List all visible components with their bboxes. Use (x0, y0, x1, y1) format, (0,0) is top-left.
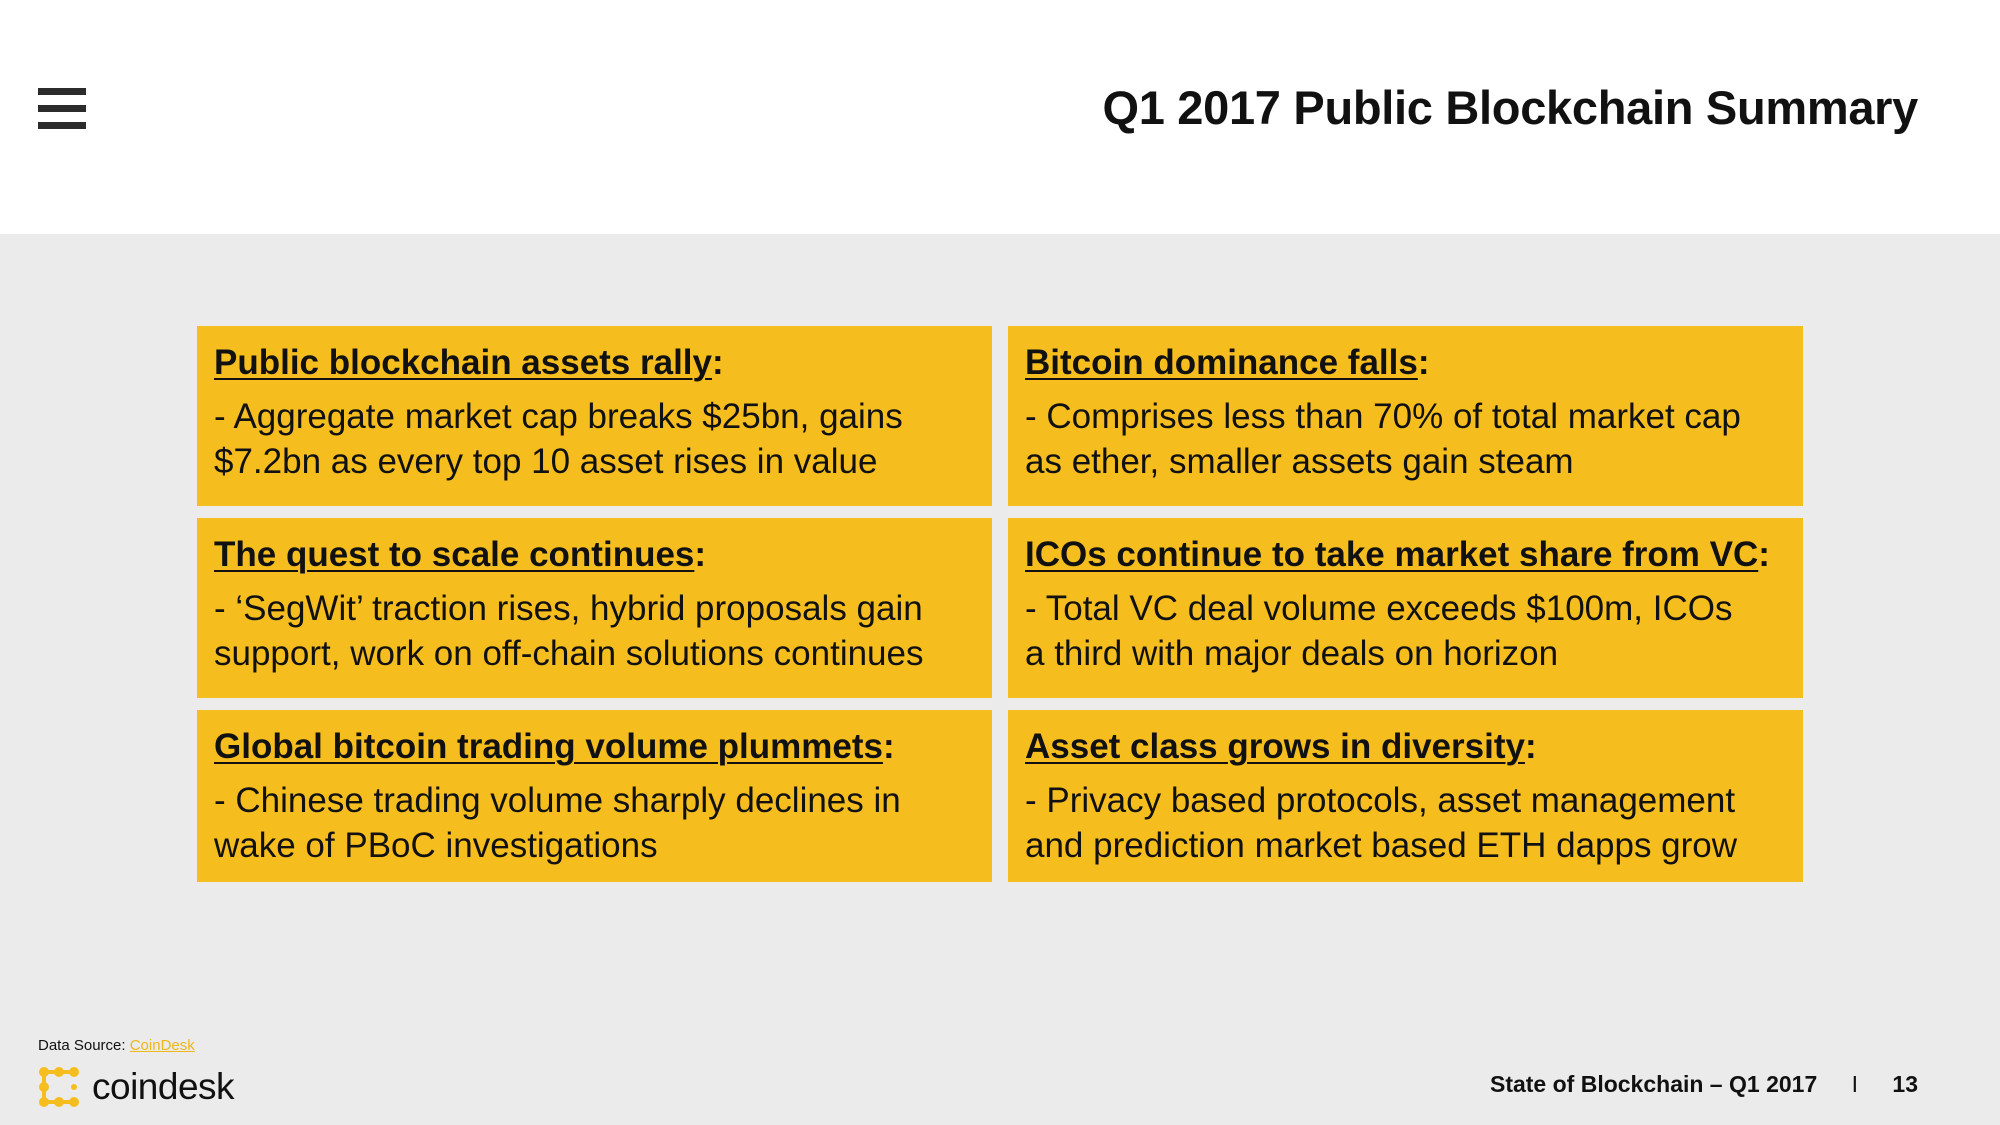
card-heading-text: The quest to scale continues (214, 535, 695, 574)
card-heading-text: Asset class grows in diversity (1025, 727, 1525, 766)
data-source-note: Data Source: CoinDesk (38, 1037, 195, 1054)
page-title: Q1 2017 Public Blockchain Summary (1102, 81, 1918, 134)
summary-card: The quest to scale continues: - ‘SegWit’… (197, 518, 992, 698)
card-heading-colon: : (1417, 343, 1430, 382)
slide-header: Q1 2017 Public Blockchain Summary (0, 0, 2000, 234)
card-body-line: as ether, smaller assets gain steam (1025, 442, 1574, 481)
page-number: 13 (1892, 1071, 1918, 1097)
summary-card: Bitcoin dominance falls: - Comprises les… (1008, 326, 1803, 506)
card-heading-colon: : (712, 343, 724, 382)
summary-card: ICOs continue to take market share from … (1008, 518, 1803, 698)
report-title: State of Blockchain – Q1 2017 (1489, 1071, 1818, 1097)
card-body: - Comprises less than 70% of total marke… (1025, 394, 1787, 484)
summary-card: Asset class grows in diversity: - Privac… (1008, 710, 1803, 882)
card-heading: ICOs continue to take market share from … (1025, 530, 1787, 580)
card-heading-colon: : (882, 727, 895, 766)
summary-grid: Public blockchain assets rally: - Aggreg… (197, 326, 1803, 882)
card-body: - ‘SegWit’ traction rises, hybrid propos… (214, 586, 976, 676)
card-heading: Asset class grows in diversity: (1025, 722, 1787, 772)
card-body-line: $7.2bn as every top 10 asset rises in va… (214, 442, 878, 481)
card-body-line: - Privacy based protocols, asset managem… (1025, 781, 1736, 820)
card-body-line: - Chinese trading volume sharply decline… (214, 781, 901, 820)
footer-separator: I (1851, 1071, 1859, 1097)
card-body: - Chinese trading volume sharply decline… (214, 778, 976, 868)
card-heading-text: Public blockchain assets rally (214, 343, 712, 382)
card-body: - Aggregate market cap breaks $25bn, gai… (214, 394, 976, 484)
summary-card: Global bitcoin trading volume plummets: … (197, 710, 992, 882)
coindesk-logo-icon (39, 1067, 79, 1107)
card-heading-colon: : (694, 535, 707, 574)
card-heading: Global bitcoin trading volume plummets: (214, 722, 976, 772)
data-source-link[interactable]: CoinDesk (129, 1037, 195, 1054)
hamburger-menu-icon[interactable] (38, 88, 86, 130)
card-body-line: support, work on off-chain solutions con… (214, 634, 924, 673)
card-body-line: - Aggregate market cap breaks $25bn, gai… (214, 397, 903, 436)
card-body: - Privacy based protocols, asset managem… (1025, 778, 1787, 868)
card-heading-colon: : (1758, 535, 1770, 574)
card-body: - Total VC deal volume exceeds $100m, IC… (1025, 586, 1787, 676)
card-body-line: - ‘SegWit’ traction rises, hybrid propos… (214, 589, 923, 628)
card-heading: The quest to scale continues: (214, 530, 976, 580)
card-body-line: and prediction market based ETH dapps gr… (1025, 826, 1738, 865)
coindesk-logo: coindesk (38, 1066, 235, 1108)
slide-footer: State of Blockchain – Q1 2017 I 13 (1490, 1071, 1918, 1098)
card-heading-text: ICOs continue to take market share from … (1025, 535, 1759, 574)
card-heading: Bitcoin dominance falls: (1025, 338, 1787, 388)
coindesk-logo-text: coindesk (92, 1066, 235, 1107)
card-body-line: wake of PBoC investigations (214, 826, 658, 865)
card-heading-text: Global bitcoin trading volume plummets (214, 727, 883, 766)
card-heading: Public blockchain assets rally: (214, 338, 976, 388)
card-body-line: a third with major deals on horizon (1025, 634, 1559, 673)
card-body-line: - Total VC deal volume exceeds $100m, IC… (1025, 589, 1733, 628)
card-heading-text: Bitcoin dominance falls (1025, 343, 1418, 382)
summary-card: Public blockchain assets rally: - Aggreg… (197, 326, 992, 506)
data-source-label: Data Source: (38, 1037, 126, 1054)
card-heading-colon: : (1524, 727, 1537, 766)
card-body-line: - Comprises less than 70% of total marke… (1025, 397, 1741, 436)
